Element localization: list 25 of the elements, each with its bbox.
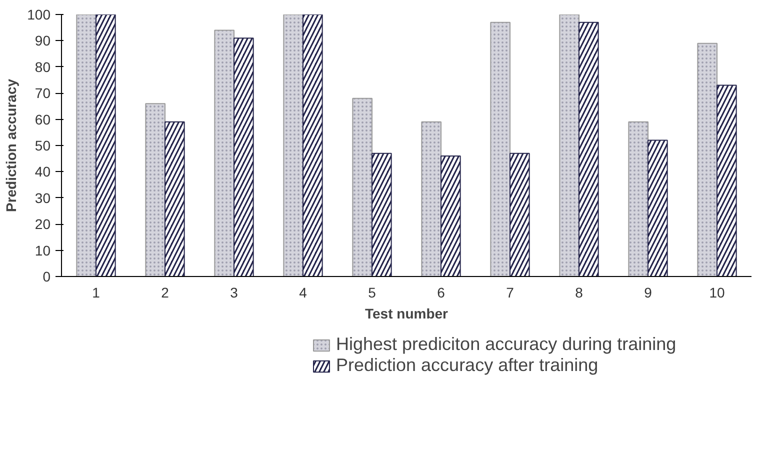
x-tick-label: 8 [575, 284, 584, 300]
y-tick-label: 10 [34, 242, 51, 258]
x-axis-title: Test number [365, 306, 449, 322]
y-tick-label: 30 [34, 190, 51, 206]
x-tick-label: 4 [299, 284, 308, 300]
y-tick-label: 60 [34, 111, 51, 128]
legend-label: Prediction accuracy after training [336, 355, 598, 376]
legend-label: Highest prediciton accuracy during training [336, 334, 676, 355]
y-tick-label: 20 [34, 216, 51, 232]
y-tick-label: 100 [27, 6, 51, 22]
x-tick-label: 2 [161, 284, 170, 300]
y-tick-label: 0 [42, 268, 51, 284]
x-tick-label: 6 [437, 284, 446, 300]
y-tick-label: 50 [34, 138, 51, 154]
x-tick-label: 5 [368, 284, 376, 300]
y-tick-label: 80 [34, 58, 51, 75]
x-tick-label: 1 [92, 284, 100, 300]
x-tick-label: 9 [644, 284, 652, 300]
y-axis-title: Prediction accuracy [3, 78, 20, 212]
x-tick-label: 7 [506, 284, 514, 300]
y-tick-label: 70 [34, 85, 51, 102]
x-tick-label: 3 [230, 284, 238, 300]
y-tick-label: 40 [34, 164, 51, 180]
y-tick-label: 90 [34, 32, 51, 49]
x-tick-label: 10 [709, 284, 725, 300]
